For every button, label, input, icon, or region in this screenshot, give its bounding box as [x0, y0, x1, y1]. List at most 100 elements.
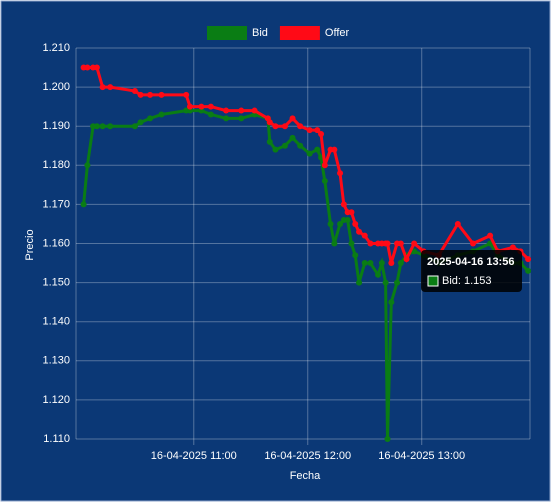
data-point [361, 232, 368, 239]
data-point [158, 91, 165, 98]
data-point [80, 201, 87, 208]
x-axis-label: Fecha [290, 470, 321, 482]
data-point [306, 127, 313, 134]
data-point [384, 240, 391, 247]
legend-label: Bid [252, 27, 268, 39]
data-point [314, 127, 321, 134]
data-point [352, 220, 359, 227]
data-point [198, 103, 205, 110]
legend-swatch [207, 26, 247, 40]
data-point [107, 123, 114, 130]
y-tick-label: 1.210 [42, 42, 70, 54]
data-point [99, 123, 106, 130]
data-point [384, 436, 391, 442]
data-point [382, 279, 389, 286]
y-tick-label: 1.200 [42, 81, 70, 93]
data-point [397, 240, 404, 247]
data-point [337, 170, 344, 177]
data-point [348, 209, 355, 216]
data-point [454, 220, 461, 227]
y-tick-label: 1.170 [42, 198, 70, 210]
data-point [403, 256, 410, 263]
data-point [470, 240, 477, 247]
data-point [411, 240, 418, 247]
data-point [314, 146, 321, 153]
data-point [84, 64, 91, 71]
data-point [394, 279, 401, 286]
y-tick-label: 1.130 [42, 355, 70, 367]
data-point [321, 162, 328, 169]
data-point [223, 115, 230, 122]
data-point [84, 162, 91, 169]
data-point [348, 240, 355, 247]
data-point [137, 91, 144, 98]
legend-label: Offer [325, 27, 350, 39]
data-point [289, 115, 296, 122]
data-point [107, 84, 114, 91]
data-point [238, 107, 245, 114]
data-point [525, 256, 532, 263]
y-tick-label: 1.140 [42, 316, 70, 328]
data-point [361, 260, 368, 267]
data-point [487, 232, 494, 239]
data-point [158, 111, 165, 118]
tooltip-swatch [427, 275, 439, 287]
y-tick-label: 1.110 [43, 433, 70, 445]
data-point [331, 240, 338, 247]
x-tick-label: 16-04-2025 12:00 [264, 450, 351, 462]
data-point [147, 115, 154, 122]
y-tick-label: 1.120 [42, 394, 70, 406]
y-tick-label: 1.190 [42, 120, 70, 132]
data-point [289, 134, 296, 141]
data-point [397, 260, 404, 267]
data-point [306, 150, 313, 157]
data-point [375, 271, 382, 278]
data-point [281, 123, 288, 130]
data-point [266, 138, 273, 145]
data-point [378, 260, 385, 267]
tooltip-box [421, 250, 522, 292]
y-tick-label: 1.160 [42, 237, 70, 249]
data-point [272, 146, 279, 153]
data-point [356, 279, 363, 286]
data-point [327, 220, 334, 227]
y-axis-label: Precio [24, 229, 36, 260]
data-point [388, 260, 395, 267]
data-point [340, 201, 347, 208]
data-point [147, 91, 154, 98]
data-point [131, 88, 138, 95]
x-tick-label: 16-04-2025 11:00 [151, 450, 237, 462]
data-point [207, 111, 214, 118]
data-point [183, 91, 190, 98]
data-point [337, 220, 344, 227]
y-tick-label: 1.180 [42, 159, 70, 171]
data-point [388, 299, 395, 306]
data-point [99, 84, 106, 91]
data-point [352, 252, 359, 259]
data-point [297, 142, 304, 149]
legend-item: Offer [279, 26, 350, 40]
data-point [281, 142, 288, 149]
data-point [509, 244, 516, 251]
data-point [137, 119, 144, 126]
data-point [238, 115, 245, 122]
data-point [131, 123, 138, 130]
data-point [344, 217, 351, 224]
legend-item: Bid [207, 26, 268, 40]
legend-swatch [279, 26, 320, 40]
data-point [93, 123, 100, 130]
data-point [251, 107, 258, 114]
data-point [367, 260, 374, 267]
data-point [223, 107, 230, 114]
data-point [367, 240, 374, 247]
tooltip-label: Bid: 1.153 [442, 275, 492, 287]
data-point [266, 119, 273, 126]
x-tick-label: 16-04-2025 13:00 [378, 450, 465, 462]
data-point [331, 146, 338, 153]
data-point [525, 267, 532, 274]
y-tick-label: 1.150 [42, 277, 70, 289]
tooltip-title: 2025-04-16 13:56 [427, 256, 514, 268]
data-point [318, 131, 325, 138]
data-point [321, 177, 328, 184]
